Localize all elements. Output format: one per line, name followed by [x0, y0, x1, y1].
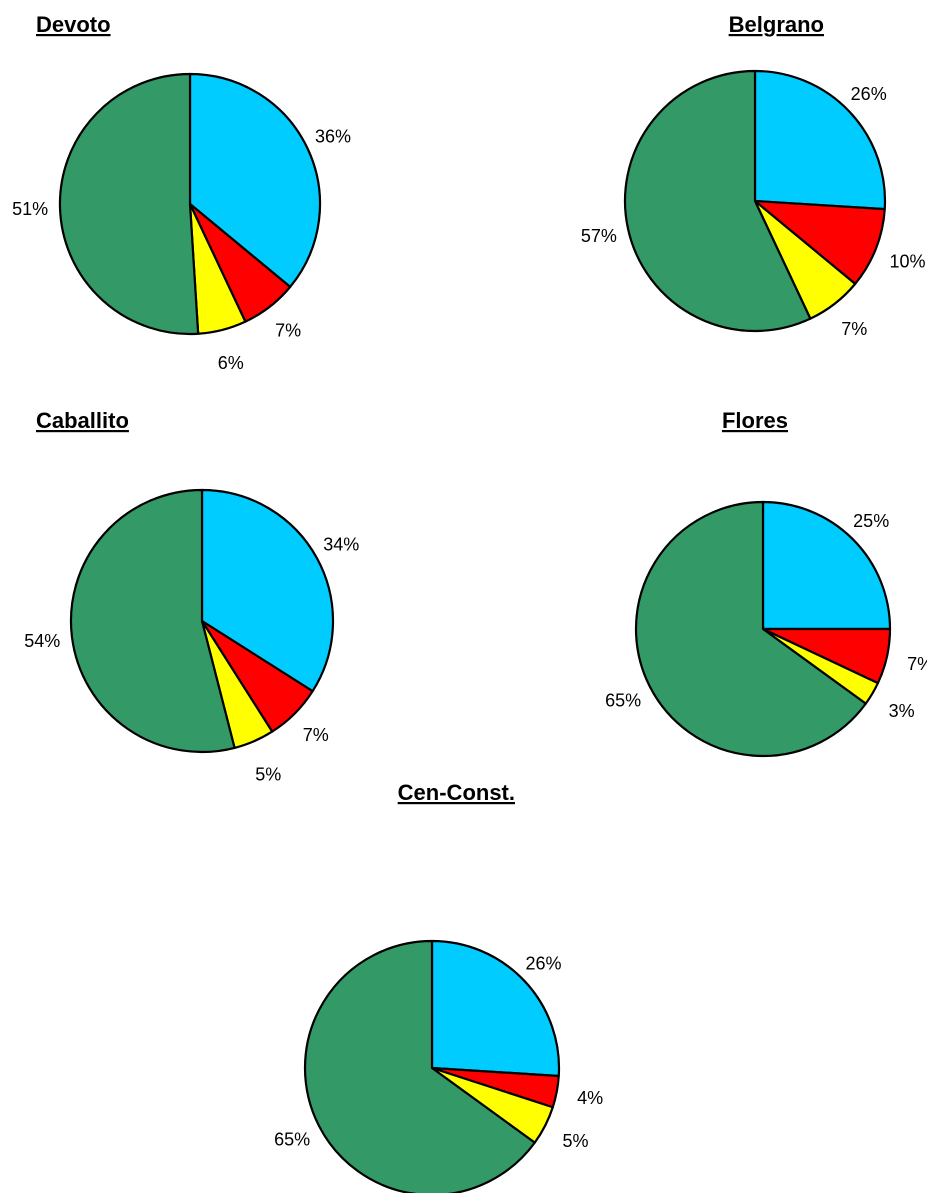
pie-slice-label: 6% [218, 353, 244, 373]
pie-slice-label: 54% [24, 631, 60, 651]
pie-slice-label: 7% [303, 725, 329, 745]
pie-slice-label: 5% [562, 1131, 588, 1151]
pie-slice-label: 25% [853, 511, 889, 531]
pie-chart-3: Caballito 34% 7% 5% 54% [24, 408, 359, 784]
pie-slice [303, 939, 536, 1193]
pie-slice [753, 199, 886, 285]
pie-slice-label: 65% [274, 1129, 310, 1149]
pie-slice [753, 69, 887, 211]
pie-slice-label: 10% [889, 251, 925, 271]
pie-slice-label: 65% [605, 690, 641, 710]
pie-title: Belgrano [729, 12, 824, 37]
pie-slice-label: 36% [315, 127, 351, 147]
pie-title: Caballito [36, 408, 129, 433]
pie-chart-4: Flores 25% 7% 3% 65% [605, 408, 927, 758]
pie-chart-5: Cen-Const. 26% 4% 5% 65% [274, 780, 603, 1193]
pie-slice-label: 7% [841, 319, 867, 339]
pie-slice [58, 72, 200, 336]
pie-slice-label: 5% [255, 764, 281, 784]
pie-slice [188, 72, 322, 288]
pie-title: Cen-Const. [398, 780, 515, 805]
pie-slice-label: 7% [907, 654, 927, 674]
pie-slice-label: 51% [12, 199, 48, 219]
pie-slice-label: 34% [323, 534, 359, 554]
pie-title: Flores [722, 408, 788, 433]
pie-slice [430, 939, 561, 1078]
pie-slice-label: 57% [581, 226, 617, 246]
pie-slice [623, 69, 812, 333]
pie-slice-label: 26% [525, 953, 561, 973]
pie-slice [634, 500, 867, 758]
pie-slice [761, 500, 892, 631]
pie-title: Devoto [36, 12, 111, 37]
pie-slice-label: 26% [851, 84, 887, 104]
pie-slice [69, 488, 236, 754]
pie-slice-label: 3% [889, 701, 915, 721]
pie-slice-label: 7% [275, 320, 301, 340]
pie-slice-label: 4% [577, 1088, 603, 1108]
pie-chart-1: Devoto 36% 7% 6% 51% [12, 12, 351, 373]
pie-chart-2: Belgrano 26% 10% 7% 57% [581, 12, 926, 339]
